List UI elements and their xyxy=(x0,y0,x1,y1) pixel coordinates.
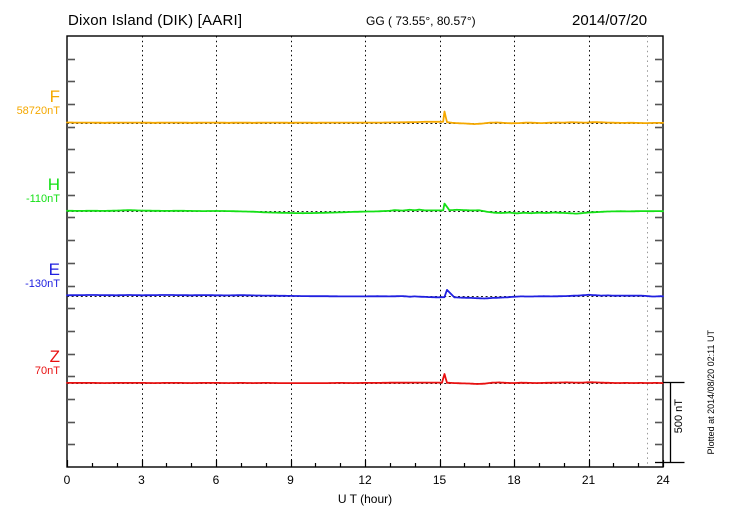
component-label-f: F 58720nT xyxy=(2,88,60,117)
x-axis-label: U T (hour) xyxy=(337,492,393,506)
component-label-h: H -110nT xyxy=(2,176,60,205)
component-name: Z xyxy=(49,347,60,366)
geographic-coordinates: GG ( 73.55°, 80.57°) xyxy=(366,14,476,28)
scale-bar xyxy=(655,381,685,464)
grid-lines xyxy=(142,36,648,467)
x-tick-label: 15 xyxy=(432,473,447,487)
component-name: F xyxy=(49,87,60,106)
component-baseline-value: -110nT xyxy=(25,193,60,205)
component-traces xyxy=(66,110,664,385)
plotted-timestamp: Plotted at 2014/08/20 02:11 UT xyxy=(706,330,716,455)
x-tick-label: 24 xyxy=(656,473,670,487)
x-tick-label: 12 xyxy=(358,473,372,487)
observation-date: 2014/07/20 xyxy=(572,12,648,29)
component-name: E xyxy=(48,260,60,279)
component-baseline-value: 70nT xyxy=(34,365,60,377)
component-baseline-value: -130nT xyxy=(25,278,60,290)
component-baseline-value: 58720nT xyxy=(16,105,60,117)
axis-ticks xyxy=(66,58,665,467)
component-name: H xyxy=(47,175,60,194)
plot-frame xyxy=(66,35,664,468)
x-tick-label: 21 xyxy=(581,473,596,487)
x-tick-label: 6 xyxy=(212,473,220,487)
page-title: Dixon Island (DIK) [AARI] xyxy=(68,12,243,29)
x-tick-label: 3 xyxy=(138,473,145,487)
x-tick-label: 0 xyxy=(63,473,71,487)
scale-bar-label: 500 nT xyxy=(673,399,685,434)
component-label-e: E -130nT xyxy=(2,261,60,290)
x-tick-label: 9 xyxy=(287,473,294,487)
x-tick-label: 18 xyxy=(507,473,521,487)
component-label-z: Z 70nT xyxy=(2,348,60,377)
